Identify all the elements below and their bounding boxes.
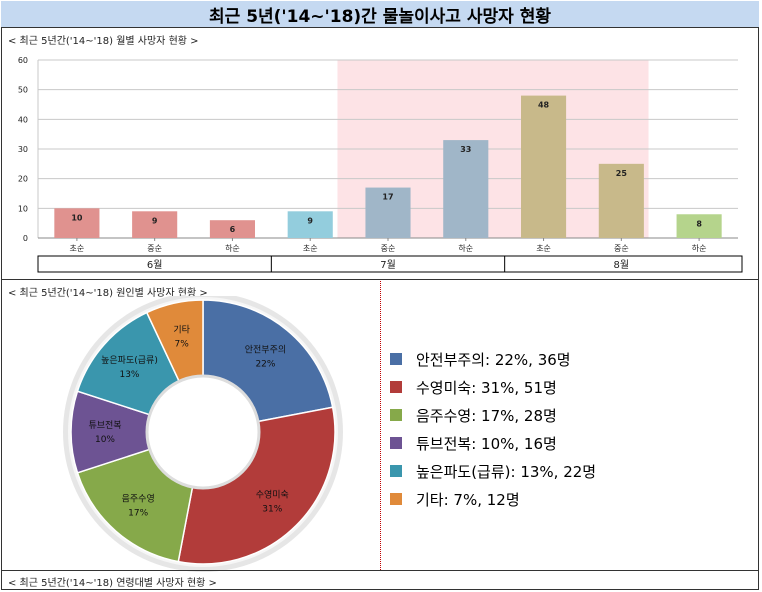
slice-pct-label: 22% [255, 359, 275, 369]
slice-label: 음주수영 [122, 494, 155, 505]
section-divider-1 [1, 279, 759, 280]
month-group-box [37, 255, 743, 273]
section-divider-2 [1, 570, 759, 571]
legend-swatch [390, 353, 402, 365]
slice-pct-label: 7% [174, 339, 189, 349]
bar-value-label: 10 [71, 213, 83, 222]
y-tick-label: 60 [18, 56, 28, 65]
bar [598, 163, 644, 238]
monthly-bar-chart: 0 10 20 30 40 50 60 10 초순 9 중순 6 하순 9 초순 17 중순 33 하순 48 초순 25… [18, 56, 743, 273]
slice-pct-label: 31% [262, 504, 282, 514]
bar-value-label: 9 [152, 216, 158, 225]
page-title-text: 최근 5년('14~'18)간 물놀이사고 사망자 현황 [209, 6, 551, 27]
bar [676, 214, 722, 238]
slice-pct-label: 10% [95, 435, 115, 445]
bar-value-label: 33 [460, 145, 471, 154]
page-title: 최근 5년('14~'18)간 물놀이사고 사망자 현황 [1, 1, 759, 28]
cause-donut-chart: 안전부주의 22% 수영미숙 31% 음주수영 17% 튜브전복 10% 높은파도(급류) 13%… [63, 296, 343, 572]
y-tick-label: 40 [18, 115, 28, 124]
slice-pct-label: 17% [128, 509, 148, 519]
bar [209, 220, 255, 238]
legend-item: 기타: 7%, 12명 [390, 485, 596, 513]
legend-swatch [390, 381, 402, 393]
y-tick-label: 20 [18, 175, 28, 184]
x-category-label: 중순 [614, 244, 629, 253]
x-category-label: 하순 [225, 243, 240, 253]
y-tick-label: 10 [18, 204, 28, 213]
bar [521, 95, 567, 238]
month-group-label: 8월 [614, 259, 630, 271]
legend-swatch [390, 465, 402, 477]
legend-item: 수영미숙: 31%, 51명 [390, 373, 596, 401]
legend-text: 높은파도(급류): 13%, 22명 [416, 462, 597, 481]
section-label-monthly: < 최근 5년간('14~'18) 월별 사망자 현황 > [8, 36, 199, 47]
section-label-cause: < 최근 5년간('14~'18) 원인별 사망자 현황 > [8, 288, 208, 299]
slice-label: 튜브전복 [88, 420, 121, 431]
legend-swatch [390, 437, 402, 449]
bar [443, 140, 489, 238]
month-group-label: 6월 [147, 259, 163, 271]
bar-value-label: 48 [538, 101, 550, 110]
y-tick-label: 50 [18, 86, 28, 95]
donut-hole [145, 374, 261, 490]
x-category-label: 하순 [692, 243, 707, 253]
bar-value-label: 8 [696, 219, 702, 228]
legend-swatch [390, 409, 402, 421]
bar [132, 211, 178, 238]
x-category-label: 초순 [536, 244, 551, 253]
section-vertical-divider [380, 281, 381, 570]
bar [287, 211, 333, 238]
legend-text: 수영미숙: 31%, 51명 [416, 378, 557, 397]
legend-item: 음주수영: 17%, 28명 [390, 401, 596, 429]
y-tick-label: 30 [18, 145, 28, 154]
slice-label: 안전부주의 [245, 344, 286, 355]
legend-text: 음주수영: 17%, 28명 [416, 406, 557, 425]
slice-pct-label: 13% [119, 370, 139, 380]
legend-text: 튜브전복: 10%, 16명 [416, 434, 557, 453]
x-category-label: 초순 [303, 244, 318, 253]
bar-value-label: 6 [230, 225, 236, 234]
x-category-label: 중순 [147, 244, 162, 253]
legend-swatch [390, 493, 402, 505]
bar [365, 187, 411, 238]
slice-label: 높은파도(급류) [101, 355, 158, 366]
y-tick-label: 0 [23, 234, 28, 243]
x-category-label: 하순 [458, 243, 473, 253]
bar [54, 208, 100, 238]
legend-text: 안전부주의: 22%, 36명 [416, 350, 571, 369]
slice-label: 기타 [173, 324, 190, 335]
bar-value-label: 17 [382, 193, 393, 202]
legend-text: 기타: 7%, 12명 [416, 490, 520, 509]
bar-value-label: 25 [616, 169, 628, 178]
legend-item: 안전부주의: 22%, 36명 [390, 345, 596, 373]
legend-item: 높은파도(급류): 13%, 22명 [390, 457, 596, 485]
x-category-label: 중순 [381, 244, 396, 253]
month-group-label: 7월 [380, 259, 396, 271]
section-label-age: < 최근 5년간('14~'18) 연령대별 사망자 현황 > [8, 578, 217, 589]
legend-item: 튜브전복: 10%, 16명 [390, 429, 596, 457]
bar-value-label: 9 [307, 216, 313, 225]
x-category-label: 초순 [70, 244, 85, 253]
slice-label: 수영미숙 [256, 489, 289, 500]
